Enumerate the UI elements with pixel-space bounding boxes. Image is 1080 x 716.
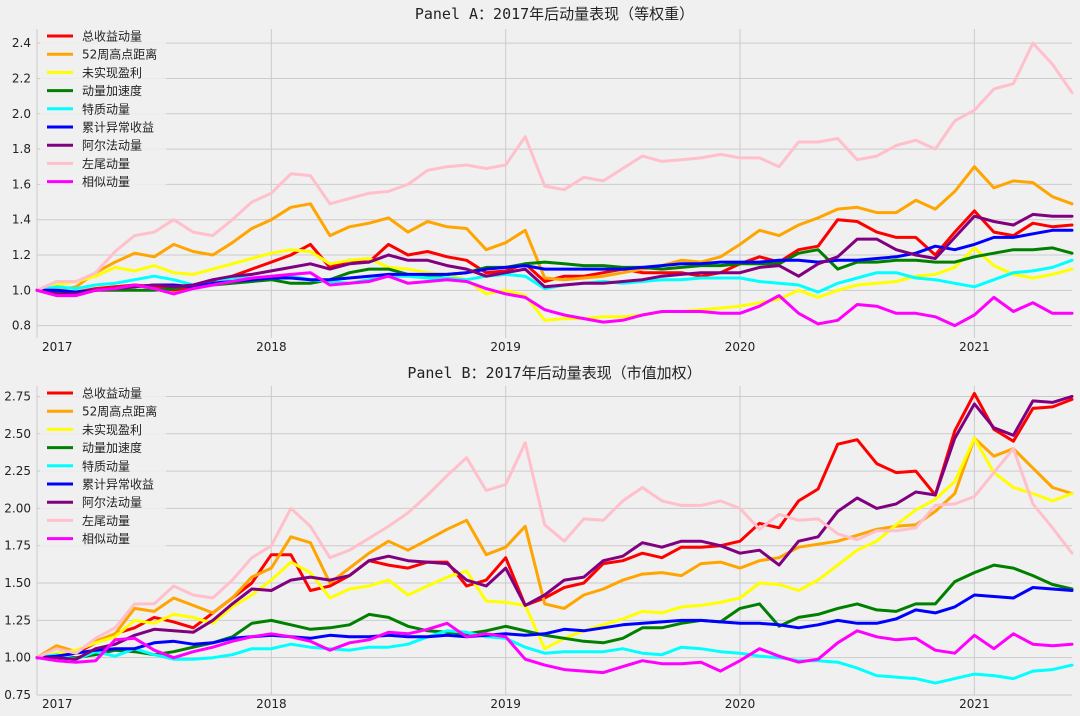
legend-label: 动量加速度 <box>82 83 142 98</box>
legend-label: 未实现盈利 <box>82 65 142 80</box>
x-tick-label: 2017 <box>42 340 73 354</box>
x-tick-label: 2017 <box>42 697 73 711</box>
legend-label: 相似动量 <box>82 532 130 546</box>
x-tick-label: 2021 <box>959 340 990 354</box>
legend: 总收益动量 52周高点距离未实现盈利动量加速度特质动量累计异常收益阿尔法动量左尾动… <box>40 385 166 555</box>
series-line-4 <box>35 629 1074 685</box>
series-line-1 <box>35 436 1074 660</box>
legend-label: 特质动量 <box>82 458 130 473</box>
x-tick-label: 2018 <box>256 697 287 711</box>
legend-label: 52周高点距离 <box>82 404 157 419</box>
y-tick-label: 1.6 <box>12 177 31 191</box>
x-tick-label: 2021 <box>959 697 990 711</box>
legend-label: 总收益动量 <box>82 30 142 44</box>
legend-label: 动量加速度 <box>82 440 142 455</box>
legend-label: 未实现盈利 <box>82 422 142 437</box>
y-tick-label: 1.75 <box>4 539 31 553</box>
y-tick-label: 0.75 <box>4 688 31 702</box>
x-tick-label: 2019 <box>490 697 521 711</box>
legend-label: 累计异常收益 <box>82 478 154 492</box>
series-line-0 <box>35 392 1074 660</box>
y-tick-label: 0.8 <box>12 319 31 333</box>
series-line-6 <box>35 212 1074 296</box>
y-tick-label: 2.50 <box>4 427 31 441</box>
legend-label: 特质动量 <box>82 101 130 116</box>
x-tick-label: 2019 <box>490 340 521 354</box>
series-line-5 <box>35 586 1074 660</box>
y-tick-label: 2.25 <box>4 464 31 478</box>
legend-label: 累计异常收益 <box>82 121 154 135</box>
y-tick-label: 2.0 <box>12 107 31 121</box>
y-tick-label: 1.00 <box>4 651 31 665</box>
series-line-5 <box>35 228 1074 294</box>
legend-label: 左尾动量 <box>82 156 130 171</box>
series-line-1 <box>35 165 1074 292</box>
series-line-7 <box>35 41 1074 292</box>
y-tick-label: 1.50 <box>4 576 31 590</box>
series-line-8 <box>35 621 1074 675</box>
legend-label: 阿尔法动量 <box>82 495 142 510</box>
legend: 总收益动量 52周高点距离未实现盈利动量加速度特质动量累计异常收益阿尔法动量左尾动… <box>40 28 166 198</box>
x-tick-label: 2018 <box>256 340 287 354</box>
series-line-6 <box>35 394 1074 661</box>
series-line-7 <box>35 441 1074 660</box>
y-tick-label: 1.25 <box>4 613 31 627</box>
series-line-2 <box>35 246 1074 322</box>
y-tick-label: 2.4 <box>12 36 31 50</box>
legend-label: 左尾动量 <box>82 513 130 528</box>
legend-box <box>40 28 166 198</box>
legend-box <box>40 385 166 555</box>
series-line-8 <box>35 271 1074 328</box>
plot-area <box>37 29 1072 338</box>
legend-label: 相似动量 <box>82 175 130 189</box>
y-tick-label: 2.00 <box>4 501 31 515</box>
chart-title: Panel B：2017年后动量表现（市值加权） <box>407 364 701 382</box>
panel-b: 0.75 1.00 1.25 1.50 1.75 2.00 2.25 2.50 2.75 2017… <box>4 364 1074 711</box>
legend-label: 52周高点距离 <box>82 47 157 62</box>
y-tick-label: 1.8 <box>12 142 31 156</box>
x-tick-label: 2020 <box>725 340 756 354</box>
panel-a: 0.8 1.0 1.2 1.4 1.6 1.8 2.0 2.2 2.4 2017 2018 2019 2… <box>12 5 1074 354</box>
y-tick-label: 2.75 <box>4 389 31 403</box>
y-tick-label: 1.0 <box>12 283 31 297</box>
y-tick-label: 1.2 <box>12 248 31 262</box>
x-tick-label: 2020 <box>725 697 756 711</box>
chart-title: Panel A：2017年后动量表现（等权重） <box>415 5 694 23</box>
legend-label: 总收益动量 <box>82 387 142 401</box>
y-tick-label: 1.4 <box>12 213 31 227</box>
legend-label: 阿尔法动量 <box>82 138 142 153</box>
y-tick-label: 2.2 <box>12 71 31 85</box>
